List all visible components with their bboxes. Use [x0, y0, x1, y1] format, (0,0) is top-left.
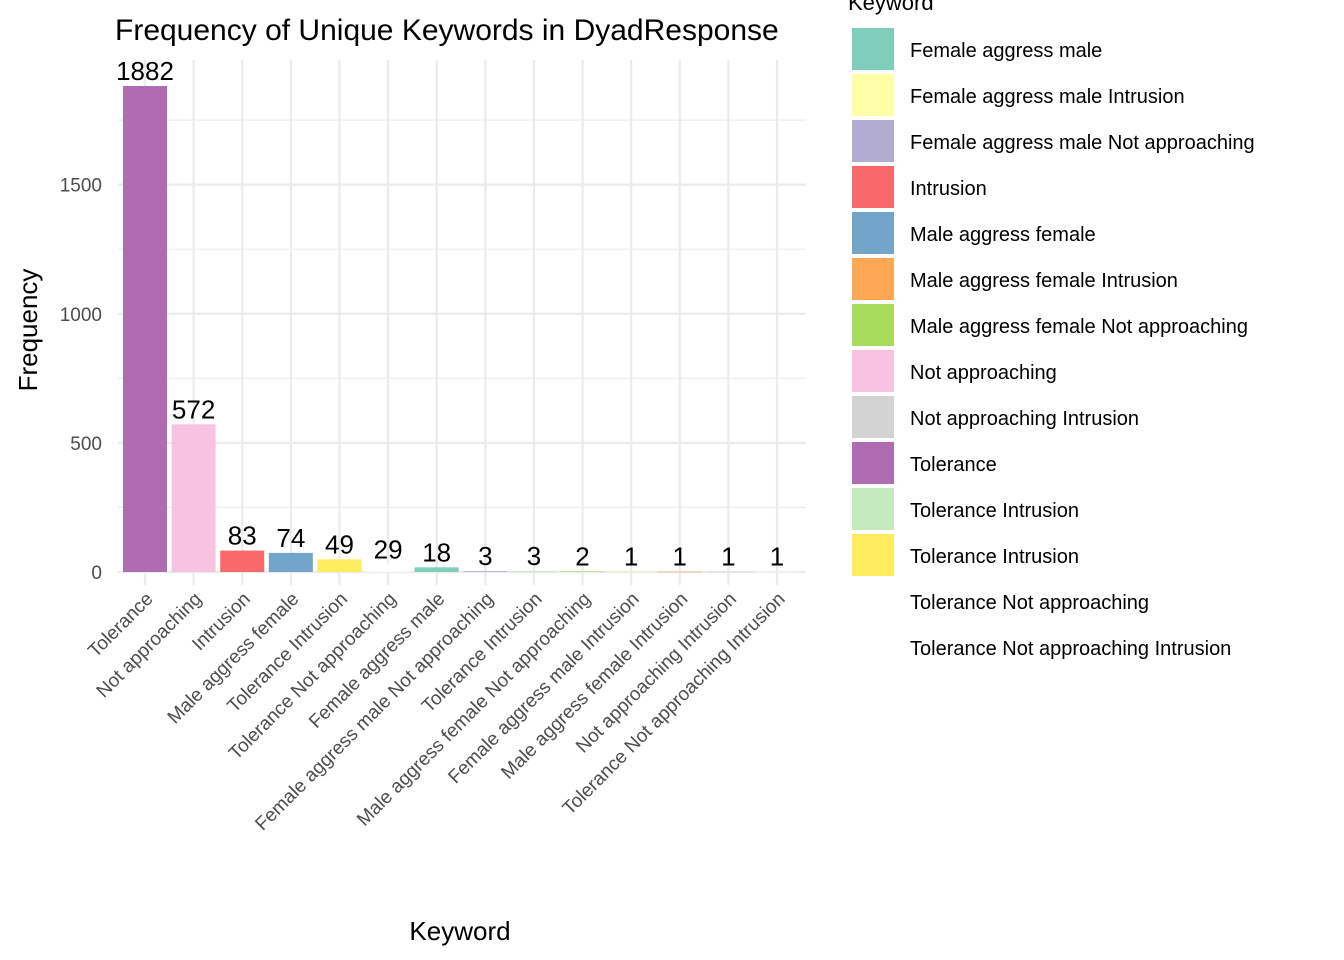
legend-swatch — [852, 74, 894, 116]
legend-swatch — [852, 28, 894, 70]
bar-value-label: 49 — [325, 529, 354, 559]
bar-value-label: 74 — [276, 523, 305, 553]
data-labels: 1882 572 83 74 49 29 18 3 3 2 1 1 1 1 — [116, 56, 784, 572]
legend-swatch — [852, 350, 894, 392]
legend-swatch — [852, 626, 894, 668]
y-tick-label: 1500 — [60, 176, 102, 197]
legend-label: Tolerance Intrusion — [910, 546, 1079, 568]
bar — [657, 571, 702, 573]
legend-swatch — [852, 304, 894, 346]
legend-label: Intrusion — [910, 178, 987, 200]
chart-title: Frequency of Unique Keywords in DyadResp… — [115, 14, 779, 47]
y-axis-title: Frequency — [13, 269, 43, 392]
bar — [268, 552, 313, 572]
y-axis-ticks: 0 500 1000 1500 — [60, 176, 102, 584]
x-axis-title: Keyword — [409, 916, 510, 946]
bar-value-label: 18 — [422, 537, 451, 567]
bar-value-label: 83 — [228, 521, 257, 551]
bar-value-label: 1 — [624, 542, 638, 572]
bars — [123, 86, 799, 573]
grid-lines — [118, 60, 806, 585]
legend-label: Tolerance Intrusion — [910, 500, 1079, 522]
legend-label: Female aggress male Not approaching — [910, 132, 1255, 154]
legend-label: Male aggress female Not approaching — [910, 316, 1248, 338]
bar — [171, 424, 216, 572]
legend-swatch — [852, 120, 894, 162]
legend-swatch — [852, 442, 894, 484]
bar-value-label: 3 — [478, 541, 492, 571]
legend-swatch — [852, 534, 894, 576]
legend-swatch — [852, 166, 894, 208]
legend-swatch — [852, 212, 894, 254]
bar — [755, 571, 799, 573]
bar-value-label: 1882 — [116, 56, 174, 86]
legend-label: Tolerance Not approaching Intrusion — [910, 638, 1231, 660]
y-tick-label: 1000 — [60, 305, 102, 326]
legend-label: Not approaching Intrusion — [910, 408, 1139, 430]
legend-title: Keyword — [848, 0, 934, 15]
legend-swatch — [852, 580, 894, 622]
bar-value-label: 1 — [673, 542, 687, 572]
bar-value-label: 572 — [172, 394, 215, 424]
legend-label: Tolerance Not approaching — [910, 592, 1149, 614]
bar-value-label: 1 — [721, 542, 735, 572]
legend-swatch — [852, 258, 894, 300]
bar — [609, 571, 654, 573]
bar — [123, 86, 167, 572]
bar — [366, 564, 411, 572]
bar-value-label: 2 — [575, 541, 589, 571]
bar — [463, 571, 508, 572]
bar — [706, 571, 751, 573]
legend-swatch — [852, 488, 894, 530]
bar — [560, 571, 605, 572]
legend-label: Female aggress male — [910, 40, 1102, 62]
bar-value-label: 3 — [527, 541, 541, 571]
legend-label: Tolerance — [910, 454, 997, 476]
y-tick-label: 0 — [91, 563, 102, 584]
bar — [220, 550, 265, 572]
bar — [317, 559, 362, 572]
legend: Keyword Female aggress male Female aggres… — [848, 0, 1255, 668]
legend-label: Female aggress male Intrusion — [910, 86, 1185, 108]
bar — [414, 567, 459, 572]
legend-label: Male aggress female — [910, 224, 1096, 246]
bar-value-label: 29 — [374, 535, 403, 565]
legend-label: Not approaching — [910, 362, 1057, 384]
bar-value-label: 1 — [770, 542, 784, 572]
bar — [511, 571, 556, 572]
legend-label: Male aggress female Intrusion — [910, 270, 1178, 292]
legend-swatch — [852, 396, 894, 438]
y-tick-label: 500 — [70, 434, 102, 455]
